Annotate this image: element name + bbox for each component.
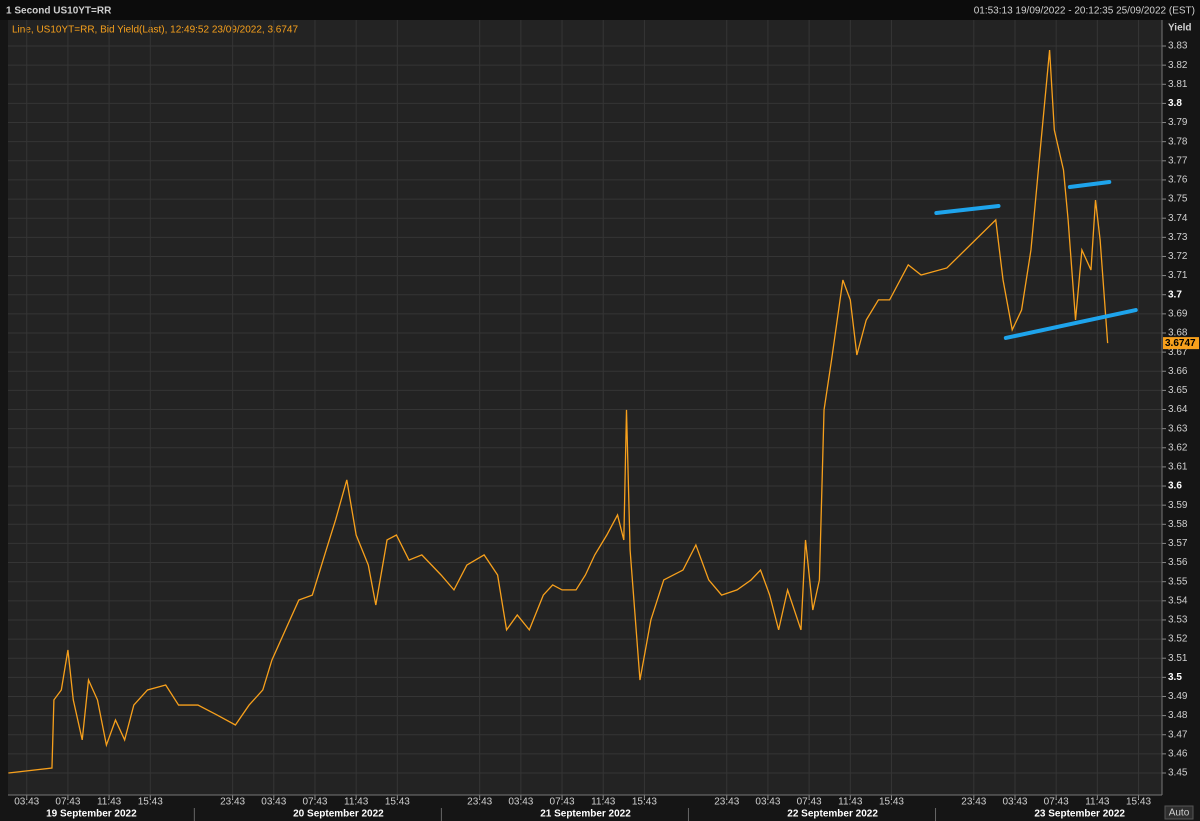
date-range: 01:53:13 19/09/2022 - 20:12:35 25/09/202… bbox=[974, 6, 1195, 17]
y-tick-label: 3.71 bbox=[1168, 270, 1188, 281]
x-tick-label: 03:43 bbox=[508, 797, 533, 808]
y-tick-label: 3.63 bbox=[1168, 423, 1188, 434]
y-tick-label: 3.82 bbox=[1168, 60, 1188, 71]
y-tick-label: 3.56 bbox=[1168, 557, 1188, 568]
x-tick-label: 07:43 bbox=[550, 797, 575, 808]
y-tick-label: 3.58 bbox=[1168, 519, 1188, 530]
y-tick-label: 3.68 bbox=[1168, 328, 1188, 339]
trend-line bbox=[1067, 180, 1112, 190]
legend-text: Line, US10YT=RR, Bid Yield(Last), 12:49:… bbox=[12, 25, 298, 36]
auto-button-label[interactable]: Auto bbox=[1169, 808, 1190, 819]
chart-title: 1 Second US10YT=RR bbox=[6, 6, 112, 17]
x-tick-label: 23:43 bbox=[220, 797, 245, 808]
last-value-box bbox=[1163, 337, 1199, 350]
y-tick-label: 3.65 bbox=[1168, 385, 1188, 396]
series-line bbox=[8, 49, 1109, 774]
x-tick-label: 07:43 bbox=[55, 797, 80, 808]
y-tick-label: 3.47 bbox=[1168, 729, 1188, 740]
x-tick-label: 07:43 bbox=[302, 797, 327, 808]
y-tick-label: 3.77 bbox=[1168, 155, 1188, 166]
y-tick-label: 3.78 bbox=[1168, 136, 1188, 147]
x-tick-label: 15:43 bbox=[138, 797, 163, 808]
y-tick-label: 3.55 bbox=[1168, 576, 1188, 587]
x-tick-label: 11:43 bbox=[97, 797, 122, 808]
x-tick-label: 03:43 bbox=[261, 797, 286, 808]
y-tick-label: 3.59 bbox=[1168, 500, 1188, 511]
x-tick-label: 03:43 bbox=[755, 797, 780, 808]
y-tick-label: 3.69 bbox=[1168, 308, 1188, 319]
y-tick-label: 3.49 bbox=[1168, 691, 1188, 702]
y-tick-label: 3.66 bbox=[1168, 366, 1188, 377]
x-tick-label: 03:43 bbox=[1002, 797, 1027, 808]
y-tick-label: 3.8 bbox=[1168, 98, 1182, 109]
y-tick-label: 3.72 bbox=[1168, 251, 1188, 262]
x-tick-label: 11:43 bbox=[344, 797, 369, 808]
y-tick-label: 3.74 bbox=[1168, 213, 1188, 224]
y-tick-label: 3.7 bbox=[1168, 289, 1182, 300]
y-tick-label: 3.54 bbox=[1168, 595, 1188, 606]
y-tick-label: 3.81 bbox=[1168, 79, 1188, 90]
x-tick-label: 15:43 bbox=[1126, 797, 1151, 808]
y-tick-label: 3.79 bbox=[1168, 117, 1188, 128]
date-label: 22 September 2022 bbox=[787, 809, 878, 820]
y-tick-label: 3.64 bbox=[1168, 404, 1188, 415]
date-label: 20 September 2022 bbox=[293, 809, 384, 820]
y-tick-label: 3.76 bbox=[1168, 175, 1188, 186]
y-tick-label: 3.6 bbox=[1168, 481, 1182, 492]
date-label: 21 September 2022 bbox=[540, 809, 631, 820]
y-tick-label: 3.52 bbox=[1168, 634, 1188, 645]
x-tick-label: 03:43 bbox=[14, 797, 39, 808]
last-value-label: 3.6747 bbox=[1165, 338, 1196, 349]
auto-button[interactable] bbox=[1164, 805, 1194, 820]
x-tick-label: 15:43 bbox=[879, 797, 904, 808]
y-tick-label: 3.61 bbox=[1168, 462, 1188, 473]
trend-line bbox=[1003, 308, 1138, 340]
x-tick-label: 23:43 bbox=[961, 797, 986, 808]
y-tick-label: 3.46 bbox=[1168, 749, 1188, 760]
plot-area bbox=[8, 20, 1162, 795]
date-label: 19 September 2022 bbox=[46, 809, 137, 820]
y-tick-label: 3.57 bbox=[1168, 538, 1188, 549]
y-tick-label: 3.48 bbox=[1168, 710, 1188, 721]
y-tick-label: 3.53 bbox=[1168, 615, 1188, 626]
y-tick-label: 3.5 bbox=[1168, 672, 1182, 683]
header-bar bbox=[0, 0, 1200, 20]
y-tick-label: 3.75 bbox=[1168, 194, 1188, 205]
x-tick-label: 23:43 bbox=[714, 797, 739, 808]
date-label: 23 September 2022 bbox=[1034, 809, 1125, 820]
y-axis-label: Yield bbox=[1168, 23, 1192, 34]
x-tick-label: 07:43 bbox=[797, 797, 822, 808]
y-tick-label: 3.83 bbox=[1168, 41, 1188, 52]
x-tick-label: 07:43 bbox=[1044, 797, 1069, 808]
x-tick-label: 15:43 bbox=[385, 797, 410, 808]
x-tick-label: 11:43 bbox=[591, 797, 616, 808]
y-tick-label: 3.73 bbox=[1168, 232, 1188, 243]
y-tick-label: 3.51 bbox=[1168, 653, 1188, 664]
x-tick-label: 23:43 bbox=[467, 797, 492, 808]
trend-line bbox=[934, 203, 1001, 216]
x-tick-label: 15:43 bbox=[632, 797, 657, 808]
y-tick-label: 3.67 bbox=[1168, 347, 1188, 358]
x-tick-label: 11:43 bbox=[1085, 797, 1110, 808]
x-tick-label: 11:43 bbox=[838, 797, 863, 808]
y-tick-label: 3.62 bbox=[1168, 442, 1188, 453]
y-tick-label: 3.45 bbox=[1168, 768, 1188, 779]
